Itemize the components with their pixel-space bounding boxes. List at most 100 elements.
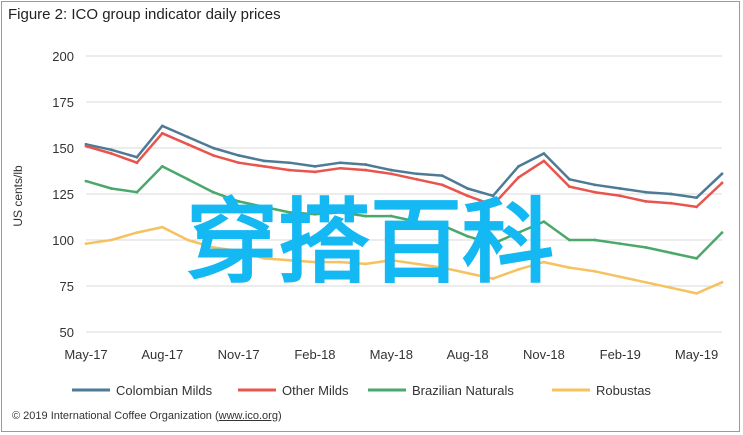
- data-point: [389, 172, 393, 176]
- y-tick-label: 100: [52, 233, 74, 248]
- data-point: [186, 177, 190, 181]
- data-point: [618, 242, 622, 246]
- data-point: [288, 161, 291, 165]
- data-point: [644, 199, 648, 203]
- data-point: [695, 257, 698, 260]
- data-point: [517, 165, 520, 168]
- data-point: [593, 190, 597, 194]
- data-point: [110, 187, 113, 190]
- data-point: [491, 203, 495, 207]
- series-2: [84, 165, 724, 260]
- data-point: [440, 183, 444, 187]
- data-point: [542, 220, 546, 224]
- data-point: [542, 152, 546, 155]
- data-point: [669, 286, 673, 290]
- data-point: [720, 181, 724, 185]
- data-point: [567, 177, 571, 181]
- series-line: [85, 165, 723, 260]
- data-point: [415, 177, 419, 181]
- data-point: [110, 152, 113, 155]
- x-tick-label: May-18: [370, 347, 413, 362]
- x-tick-label: Nov-17: [218, 347, 260, 362]
- series-3: [84, 225, 724, 295]
- series-0: [84, 124, 724, 200]
- data-point: [491, 242, 495, 246]
- data-point: [466, 271, 469, 275]
- data-point: [542, 260, 546, 264]
- data-point: [644, 190, 648, 194]
- data-point: [669, 251, 673, 255]
- x-tick-label: Nov-18: [523, 347, 565, 362]
- data-point: [135, 231, 139, 235]
- data-point: [720, 280, 724, 284]
- data-point: [84, 179, 88, 183]
- data-point: [364, 168, 368, 172]
- data-point: [135, 155, 139, 159]
- series-line: [85, 225, 723, 295]
- data-point: [618, 187, 622, 190]
- watermark-text: 穿搭百科: [186, 189, 554, 296]
- y-tick-label: 50: [60, 325, 74, 340]
- data-point: [135, 190, 139, 194]
- data-point: [160, 131, 164, 135]
- data-point: [110, 148, 113, 152]
- data-point: [211, 146, 215, 150]
- data-point: [339, 260, 342, 264]
- data-point: [567, 266, 571, 269]
- data-point: [262, 159, 266, 163]
- data-point: [695, 291, 698, 295]
- data-point: [440, 266, 444, 269]
- data-point: [237, 249, 241, 253]
- data-point: [211, 190, 215, 194]
- copyright-footer: © 2019 International Coffee Organization…: [12, 410, 282, 422]
- data-point: [262, 257, 266, 260]
- data-point: [186, 238, 190, 242]
- data-point: [618, 275, 622, 279]
- y-tick-labels: 50 75 100 125 150 175 200: [52, 49, 74, 340]
- x-tick-label: May-17: [64, 347, 107, 362]
- legend-label: Other Milds: [282, 383, 349, 398]
- data-point: [339, 166, 342, 170]
- footer-link[interactable]: www.ico.org: [218, 410, 278, 422]
- data-point: [262, 205, 266, 209]
- data-point: [84, 242, 88, 246]
- data-point: [288, 211, 291, 214]
- data-point: [313, 170, 317, 174]
- data-point: [567, 185, 571, 189]
- data-point: [415, 172, 419, 176]
- data-point: [237, 161, 241, 165]
- data-point: [466, 187, 469, 190]
- data-point: [288, 168, 291, 172]
- x-tick-label: Feb-19: [600, 347, 641, 362]
- data-point: [491, 277, 495, 281]
- data-point: [669, 201, 673, 205]
- footer-suffix: ): [277, 410, 282, 422]
- data-point: [669, 192, 673, 196]
- data-point: [160, 124, 164, 128]
- data-point: [84, 144, 88, 148]
- data-point: [135, 161, 139, 165]
- y-tick-label: 200: [52, 49, 74, 64]
- x-tick-labels: May-17 Aug-17 Nov-17 Feb-18 May-18 Aug-18 Nov-…: [64, 347, 718, 362]
- data-point: [517, 176, 520, 179]
- data-point: [110, 238, 113, 242]
- legend-label: Robustas: [596, 383, 651, 398]
- y-axis-label: US cents/lb: [11, 165, 25, 227]
- data-point: [262, 165, 266, 168]
- data-point: [593, 269, 597, 273]
- data-point: [186, 142, 190, 146]
- data-point: [440, 174, 444, 178]
- legend-item: Brazilian Naturals: [368, 383, 514, 398]
- data-point: [160, 225, 164, 229]
- data-point: [313, 212, 317, 216]
- data-point: [644, 280, 648, 284]
- data-point: [593, 238, 597, 242]
- data-point: [415, 262, 419, 266]
- data-point: [313, 260, 317, 264]
- data-point: [160, 165, 164, 168]
- data-point: [491, 194, 495, 198]
- data-point: [517, 231, 520, 235]
- data-point: [237, 153, 241, 157]
- data-point: [313, 165, 317, 168]
- data-point: [237, 199, 241, 203]
